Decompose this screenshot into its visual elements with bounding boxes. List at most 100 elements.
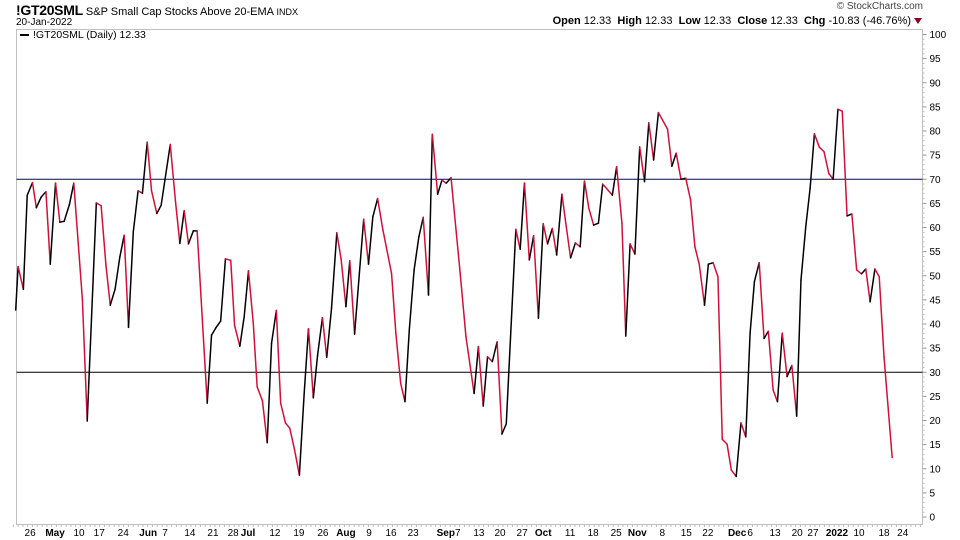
low-value: 12.33 xyxy=(703,15,732,27)
series-segment xyxy=(395,332,402,385)
y-tick-label: 75 xyxy=(930,151,942,162)
series-segment xyxy=(763,330,770,340)
x-tick-label: 19 xyxy=(293,528,305,539)
series-segment xyxy=(767,330,774,391)
symbol: !GT20SML xyxy=(16,2,83,18)
series-segment xyxy=(735,422,742,478)
x-tick-label: Jul xyxy=(241,528,256,539)
x-tick-label: 2022 xyxy=(826,528,849,539)
series-segment xyxy=(95,202,102,207)
series-segment xyxy=(666,128,673,167)
series-segment xyxy=(210,327,217,336)
x-tick-label: 13 xyxy=(769,528,781,539)
series-segment xyxy=(726,443,733,471)
series-segment xyxy=(689,199,696,248)
x-tick-label: 9 xyxy=(366,528,372,539)
series-segment xyxy=(776,332,784,403)
x-tick-label: 27 xyxy=(517,528,529,539)
series-segment xyxy=(229,259,236,327)
series-segment xyxy=(601,183,614,196)
series-segment xyxy=(376,197,384,231)
series-segment xyxy=(703,263,710,306)
series-segment xyxy=(621,222,627,337)
series-segment xyxy=(523,182,531,261)
series-segment xyxy=(648,122,655,161)
high-label: High xyxy=(617,15,642,27)
symbol-name: S&P Small Cap Stocks Above 20-EMA xyxy=(85,6,274,18)
series-segment xyxy=(707,261,714,265)
series-segment xyxy=(652,111,660,161)
series-segment xyxy=(473,345,480,395)
x-tick-label: Aug xyxy=(336,528,355,539)
series-segment xyxy=(675,152,682,180)
series-segment xyxy=(413,235,420,271)
series-segment xyxy=(753,261,760,283)
series-segment xyxy=(114,256,121,291)
series-segment xyxy=(63,203,71,222)
chart-title: !GT20SML S&P Small Cap Stocks Above 20-E… xyxy=(16,2,298,18)
series-segment xyxy=(565,222,572,259)
close-label: Close xyxy=(737,15,768,27)
series-segment xyxy=(592,222,600,226)
series-segment xyxy=(22,194,28,291)
x-tick-label: 13 xyxy=(473,528,485,539)
series-line xyxy=(14,108,893,478)
chg-label: Chg xyxy=(804,15,826,27)
series-segment xyxy=(303,328,310,395)
series-segment xyxy=(638,146,646,183)
series-segment xyxy=(542,222,549,245)
exchange: INDX xyxy=(276,7,298,17)
series-segment xyxy=(54,182,61,223)
y-tick-label: 35 xyxy=(930,344,942,355)
series-segment xyxy=(465,335,475,395)
series-segment xyxy=(860,268,867,275)
y-tick-label: 100 xyxy=(930,30,947,41)
x-tick-label: 18 xyxy=(878,528,890,539)
x-tick-label: 14 xyxy=(184,528,196,539)
series-segment xyxy=(528,234,535,261)
x-tick-label: 26 xyxy=(317,528,329,539)
series-segment xyxy=(73,182,84,301)
chart-date: 20-Jan-2022 xyxy=(16,17,73,28)
series-segment xyxy=(730,469,737,478)
series-segment xyxy=(450,177,461,275)
series-segment xyxy=(809,133,816,190)
series-segment xyxy=(427,133,434,296)
series-segment xyxy=(312,354,319,399)
series-segment xyxy=(555,193,563,256)
series-segment xyxy=(574,242,581,248)
chg-value: -10.83 (-46.76%) xyxy=(828,15,911,27)
series-segment xyxy=(625,243,631,337)
series-segment xyxy=(537,222,544,319)
series-segment xyxy=(685,177,692,201)
y-tick-label: 55 xyxy=(930,247,942,258)
series-segment xyxy=(818,146,825,153)
y-tick-label: 15 xyxy=(930,440,942,451)
x-tick-label: Jun xyxy=(139,528,157,539)
stockcharts-credit[interactable]: © StockCharts.com xyxy=(836,1,923,12)
series-segment xyxy=(367,216,374,265)
series-segment xyxy=(519,182,526,250)
series-segment xyxy=(851,213,858,271)
x-tick-label: Sep xyxy=(437,528,455,539)
series-segment xyxy=(477,345,484,407)
series-segment xyxy=(270,309,278,345)
series-segment xyxy=(358,218,365,275)
series-segment xyxy=(643,122,650,183)
series-segment xyxy=(390,272,397,334)
ohlc-readout: Open 12.33 High 12.33 Low 12.33 Close 12… xyxy=(553,15,922,27)
series-segment xyxy=(459,272,467,338)
x-tick-label: 20 xyxy=(792,528,804,539)
series-segment xyxy=(31,181,38,209)
series-segment xyxy=(551,227,558,256)
series-segment xyxy=(772,389,779,403)
series-segment xyxy=(206,334,213,404)
legend: !GT20SML (Daily) 12.33 xyxy=(20,29,146,41)
series-segment xyxy=(597,183,604,224)
series-segment xyxy=(579,180,586,248)
series-segment xyxy=(496,341,503,435)
series-segment xyxy=(491,341,498,363)
series-segment xyxy=(828,172,834,180)
series-segment xyxy=(404,329,411,403)
